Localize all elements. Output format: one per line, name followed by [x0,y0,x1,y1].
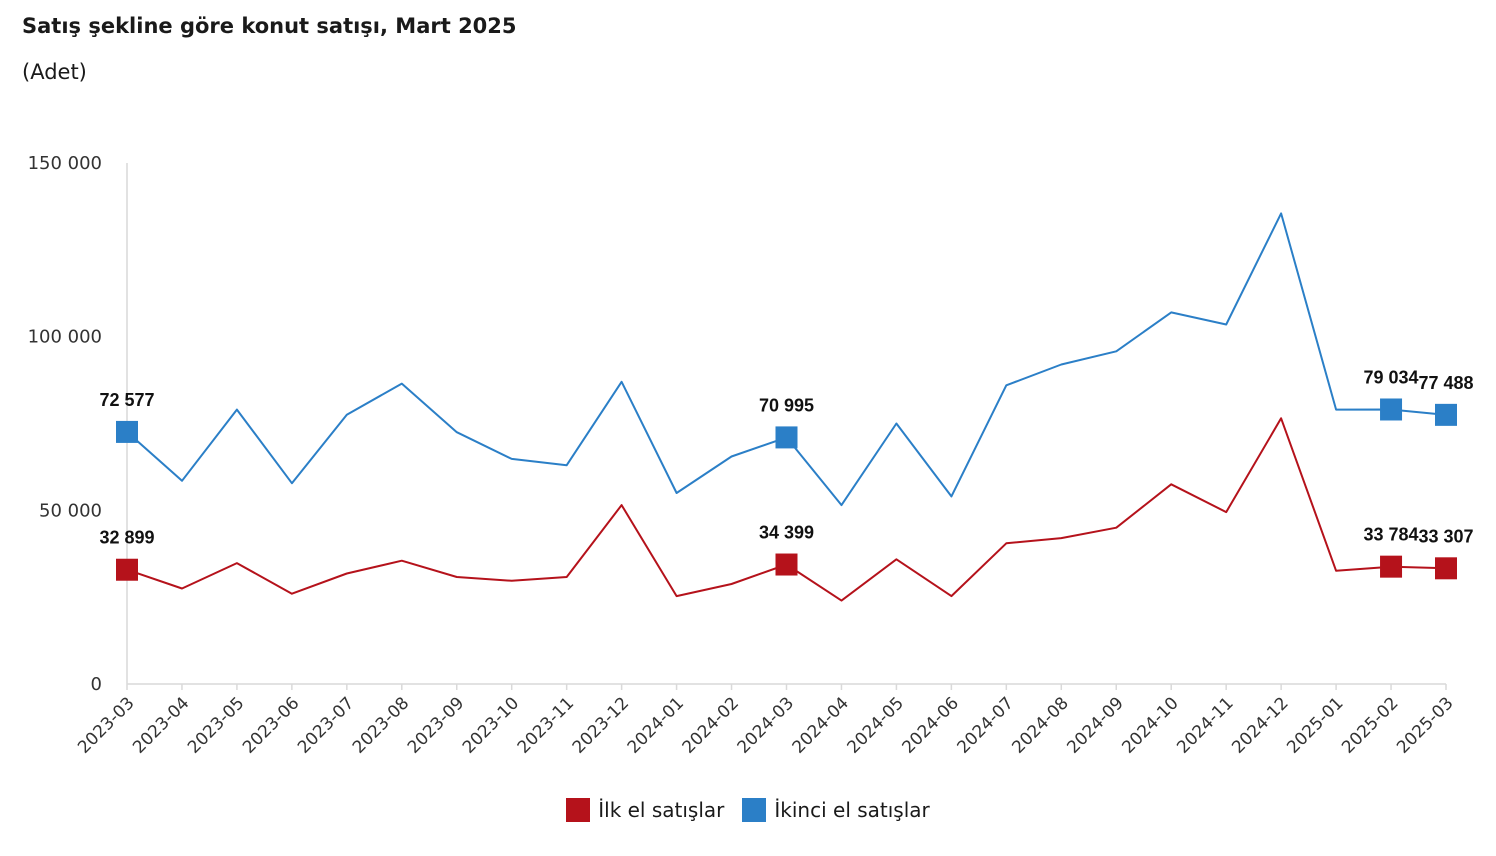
x-tick-label: 2024-03 [734,693,798,757]
data-label: 77 488 [1418,373,1473,393]
data-labels-layer: 32 899 34 399 33 784 33 307 72 577 70 995 79 0… [99,367,1473,547]
x-tick-label: 2024-10 [1118,693,1182,757]
x-tick-label: 2023-07 [294,693,358,757]
x-tick-label: 2025-01 [1283,693,1347,757]
data-point-marker [1380,398,1403,421]
x-tick-label: 2023-03 [74,693,138,757]
x-tick-label: 2023-09 [404,693,468,757]
data-point-marker [116,558,138,581]
legend-label-ikinci-el: İkinci el satışlar [774,798,930,822]
x-tick-label: 2024-05 [844,693,908,757]
x-tick-label: 2023-10 [459,693,523,757]
x-tick-label: 2024-01 [624,693,688,757]
x-tick-label: 2023-06 [239,693,303,757]
x-tick-label: 2023-08 [349,693,413,757]
x-tick-label: 2024-12 [1228,693,1292,757]
data-point-marker [775,426,798,449]
x-tick-label: 2023-12 [569,693,633,757]
x-tick-label: 2023-05 [184,693,248,757]
legend-item-ikinci-el[interactable]: İkinci el satışlar [742,798,930,822]
x-tick-label: 2024-02 [679,693,743,757]
data-label: 33 307 [1418,526,1473,546]
data-point-marker [1380,555,1403,578]
data-label: 33 784 [1364,525,1419,545]
series-line-1 [126,212,1447,507]
data-label: 34 399 [759,523,814,543]
data-point-marker [116,420,138,443]
chart-subtitle: (Adet) [22,60,87,84]
x-tick-label: 2023-11 [514,693,578,757]
legend-label-ilk-el: İlk el satışlar [598,798,725,822]
y-tick-label: 0 [91,674,102,695]
x-tick-label: 2024-07 [954,693,1018,757]
data-label: 72 577 [99,390,154,410]
data-label: 32 899 [99,528,154,548]
x-tick-label: 2025-03 [1393,693,1457,757]
x-tick-label: 2025-02 [1338,693,1402,757]
x-tick-label: 2024-09 [1063,693,1127,757]
legend-swatch-ilk-el [566,798,591,822]
x-tick-label: 2024-04 [789,693,853,757]
data-point-marker [1435,557,1457,580]
y-tick-label: 150 000 [28,153,102,174]
data-label: 70 995 [759,395,814,415]
y-tick-label: 50 000 [39,500,102,521]
legend-item-ilk-el[interactable]: İlk el satışlar [566,798,724,822]
y-tick-label: 100 000 [28,327,102,348]
data-label: 79 034 [1364,367,1419,387]
series-layer [116,212,1457,602]
chart-title: Satış şekline göre konut satışı, Mart 20… [22,14,517,38]
data-point-marker [775,553,798,576]
x-tick-label: 2024-11 [1173,693,1237,757]
x-tick-label: 2024-06 [899,693,963,757]
x-tick-label: 2024-08 [1008,693,1072,757]
data-point-marker [1435,403,1457,426]
legend-swatch-ikinci-el [742,798,767,822]
x-tick-label: 2023-04 [129,693,193,757]
legend: İlk el satışlar İkinci el satışlar [0,798,1496,822]
